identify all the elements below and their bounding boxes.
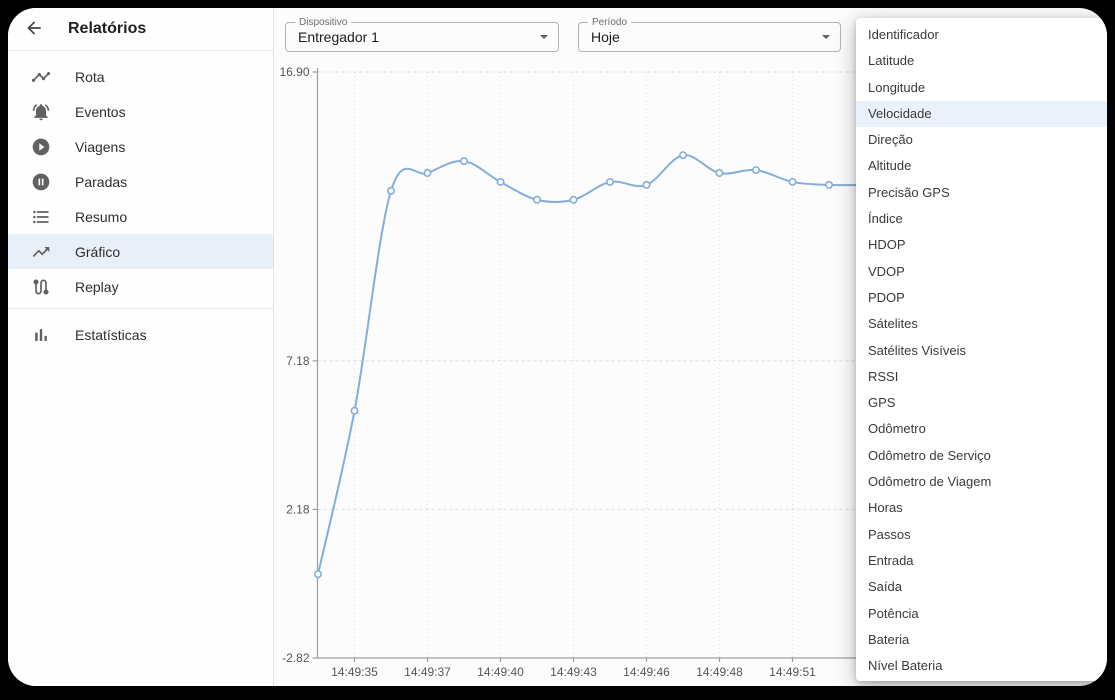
menu-item-identificador[interactable]: Identificador [868,27,939,42]
sidebar-item-label: Eventos [75,103,126,120]
trending-up-icon [29,240,53,264]
menu-item-potencia[interactable]: Potência [868,605,919,621]
sidebar-item-label: Replay [75,278,119,295]
data-point-marker [496,177,505,186]
data-point-marker [605,177,614,186]
x-tick-label: 14:49:46 [623,665,670,679]
data-point-marker [678,151,687,160]
menu-item-velocidade[interactable]: Velocidade [856,100,1107,128]
data-point-marker [788,177,797,186]
menu-item-nivel-bateria[interactable]: Nível Bateria [868,658,943,674]
x-tick-label: 14:49:35 [331,665,378,679]
sidebar-item-label: Viagens [75,138,126,155]
menu-item-gps[interactable]: GPS [868,395,896,411]
device-select-value: Entregador 1 [298,29,379,45]
chevron-down-icon [822,35,830,43]
list-icon [29,205,53,229]
chart-type-menu: Identificador Latitude Longitude Velocidade… [856,18,1107,681]
sidebar-item-label: Rota [75,68,105,85]
sidebar-item-viagens[interactable]: Viagens [8,129,273,164]
menu-item-entrada[interactable]: Entrada [868,552,914,568]
x-tick-label: 14:49:51 [769,665,816,679]
pause-circle-icon [29,170,53,194]
menu-item-altitude[interactable]: Altitude [868,158,912,174]
bell-icon [29,100,53,124]
sidebar-header: Relatórios [8,8,273,51]
data-point-marker [715,169,724,178]
data-point-marker [386,186,395,195]
menu-item-indice[interactable]: Índice [868,211,903,227]
sidebar-item-label: Gráfico [75,243,121,260]
app-window: 16.90 7.18 2.18 -2.82 14:49:35 14:49:37 14:49:… [8,8,1107,686]
period-select-value: Hoje [591,29,620,45]
chevron-down-icon [540,35,548,43]
data-point-marker [751,166,760,175]
x-tick-label: 14:49:37 [404,665,451,679]
menu-item-satelites[interactable]: Sátelites [868,316,918,332]
menu-item-bateria[interactable]: Bateria [868,631,910,647]
y-tick-label: -2.82 [282,651,310,665]
menu-item-odometro[interactable]: Odômetro [868,421,926,437]
sidebar-item-replay[interactable]: Replay [8,269,273,304]
page-title: Relatórios [68,20,147,37]
period-select[interactable]: Período Hoje [578,17,841,52]
period-select-label: Período [588,17,632,28]
menu-item-odometro-de-viagem[interactable]: Odômetro de Viagem [868,474,992,490]
sidebar-divider [8,308,273,309]
data-point-marker [642,180,651,189]
menu-item-latitude[interactable]: Latitude [868,53,915,69]
sidebar-item-resumo[interactable]: Resumo [8,199,273,234]
bar-chart-icon [29,323,53,347]
play-circle-icon [29,135,53,159]
data-point-marker [459,157,468,166]
reports-sidebar: Relatórios Rota Eventos Viagens Paradas Resu… [8,8,274,686]
data-point-marker [313,570,322,579]
data-point-marker [350,406,359,415]
device-select-label: Dispositivo [295,17,352,28]
sidebar-item-paradas[interactable]: Paradas [8,164,273,199]
data-point-marker [569,195,578,204]
data-point-marker [532,195,541,204]
menu-item-hdop[interactable]: HDOP [868,237,906,253]
menu-item-rssi[interactable]: RSSI [868,368,899,384]
arrow-left-icon [24,18,44,41]
sidebar-item-estatisticas[interactable]: Estatísticas [8,317,273,352]
menu-item-saida[interactable]: Saída [868,579,902,595]
timeline-icon [29,65,53,89]
menu-item-vdop[interactable]: VDOP [868,263,905,279]
sidebar-nav: Rota Eventos Viagens Paradas Resumo Gráfico Re… [8,51,273,304]
y-tick-label: 2.18 [286,502,310,516]
y-tick-label: 7.18 [286,354,310,368]
menu-item-passos[interactable]: Passos [868,526,911,542]
menu-item-horas[interactable]: Horas [868,500,903,516]
menu-item-direcao[interactable]: Direção [868,132,913,148]
device-select[interactable]: Dispositivo Entregador 1 [285,17,559,52]
series-line-velocidade [317,154,866,575]
sidebar-item-label: Paradas [75,173,128,190]
data-point-marker [824,180,833,189]
menu-item-longitude[interactable]: Longitude [868,79,926,95]
sidebar-item-rota[interactable]: Rota [8,59,273,94]
x-tick-label: 14:49:48 [696,665,743,679]
menu-item-precisao-gps[interactable]: Precisão GPS [868,184,950,200]
sidebar-footer-nav: Estatísticas [8,317,273,352]
sidebar-item-label: Estatísticas [75,326,147,343]
y-tick-label: 16.90 [279,65,309,79]
data-point-marker [423,169,432,178]
sidebar-item-label: Resumo [75,208,128,225]
route-icon [29,275,53,299]
menu-item-pdop[interactable]: PDOP [868,289,905,305]
sidebar-item-grafico[interactable]: Gráfico [8,234,273,269]
x-tick-label: 14:49:40 [477,665,524,679]
x-tick-label: 14:49:43 [550,665,597,679]
back-button[interactable] [14,9,54,49]
sidebar-item-eventos[interactable]: Eventos [8,94,273,129]
menu-item-satelites-visiveis[interactable]: Satélites Visíveis [868,342,967,358]
menu-item-odometro-de-servico[interactable]: Odômetro de Serviço [868,447,991,463]
